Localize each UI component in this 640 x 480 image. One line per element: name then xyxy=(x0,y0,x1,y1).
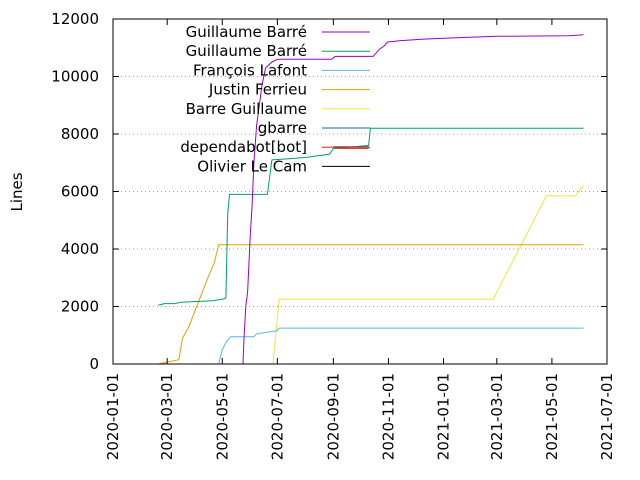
y-axis-label: Lines xyxy=(8,172,26,211)
y-tick-label: 6000 xyxy=(61,183,99,201)
series-line xyxy=(158,127,584,306)
legend-entry-label: gbarre xyxy=(258,119,307,137)
series-line xyxy=(242,34,584,365)
x-tick-label: 2020-05-01 xyxy=(213,373,231,460)
legend-entry-label: Olivier Le Cam xyxy=(197,157,307,175)
y-tick-label: 10000 xyxy=(51,68,99,86)
x-tick-label: 2020-11-01 xyxy=(379,373,397,460)
series-line xyxy=(218,327,584,365)
tick-layer: 0 2000 4000 6000 8000 10000 12000 2020-01-01 202… xyxy=(51,10,616,460)
y-tick-label: 12000 xyxy=(51,10,99,28)
series-line xyxy=(272,185,584,365)
series-line xyxy=(158,244,584,365)
legend-entry-label: Justin Ferrieu xyxy=(208,81,307,99)
legend-entry-label: François Lafont xyxy=(193,61,307,79)
y-tick-label: 8000 xyxy=(61,125,99,143)
x-tick-label: 2020-01-01 xyxy=(104,373,122,460)
legend-entry-label: dependabot[bot] xyxy=(180,138,307,156)
x-tick-label: 2020-09-01 xyxy=(324,373,342,460)
legend-entry-label: Guillaume Barré xyxy=(186,23,307,41)
x-tick-label: 2021-03-01 xyxy=(488,373,506,460)
x-tick-label: 2020-07-01 xyxy=(268,373,286,460)
x-tick-label: 2020-03-01 xyxy=(158,373,176,460)
legend-entry-label: Barre Guillaume xyxy=(186,100,307,118)
y-tick-label: 2000 xyxy=(61,298,99,316)
y-tick-label: 4000 xyxy=(61,240,99,258)
x-tick-label: 2021-07-01 xyxy=(598,373,616,460)
x-tick-label: 2021-05-01 xyxy=(543,373,561,460)
legend-entry-label: Guillaume Barré xyxy=(186,42,307,60)
series-layer xyxy=(158,34,584,365)
y-tick-label: 0 xyxy=(89,355,99,373)
x-tick-label: 2021-01-01 xyxy=(435,373,453,460)
